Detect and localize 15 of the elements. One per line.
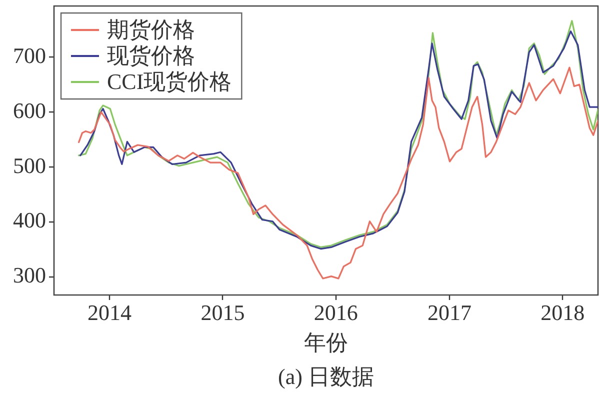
text: (a) 日数据 <box>278 364 374 389</box>
legend-label: 现货价格 <box>107 42 195 68</box>
x-tick-label: 2014 <box>88 300 132 325</box>
y-tick-label: 700 <box>13 42 46 68</box>
x-tick-label: 2017 <box>427 300 472 325</box>
y-tick-label: 400 <box>13 208 46 233</box>
y-tick-label: 300 <box>13 262 46 288</box>
x-tick-label: 2015 <box>200 300 245 325</box>
legend-label: CCI现货价格 <box>107 68 232 94</box>
x-axis-title: 年份 <box>304 330 348 355</box>
y-tick-label: 600 <box>13 98 46 123</box>
x-tick-label: 2018 <box>540 300 585 325</box>
x-tick-label: 2016 <box>314 300 358 325</box>
legend-label: 期货价格 <box>107 16 195 42</box>
y-tick-label: 500 <box>13 152 46 178</box>
